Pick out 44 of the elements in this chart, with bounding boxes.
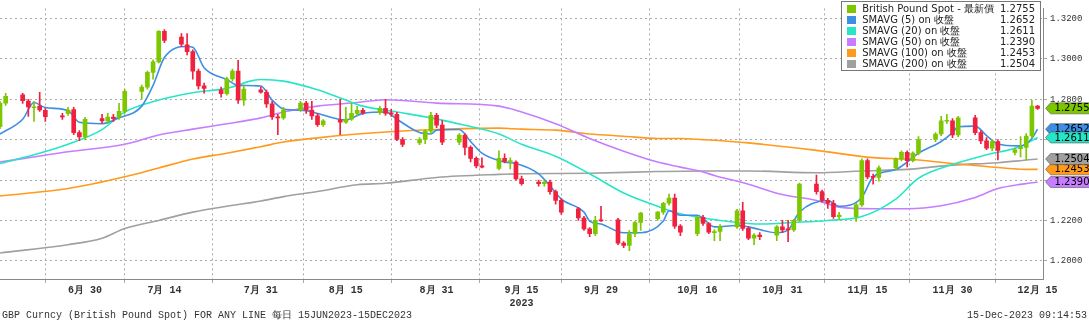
annotation: 1.2504 (1000, 58, 1035, 69)
x-tick-label: 10月 31 (762, 284, 803, 296)
y-tick-label: 1.3200 (1050, 13, 1083, 24)
x-tick-label: 7月 14 (147, 284, 182, 296)
x-tick-label: 8月 31 (419, 284, 454, 296)
annotation: 1.2611 (1000, 25, 1035, 36)
candlestick (337, 98, 343, 135)
legend-label: SMAVG (20) on 收盤 (862, 25, 962, 36)
line-series (0, 98, 1039, 210)
legend-label: SMAVG (5) on 收盤 (862, 14, 955, 25)
candlestick (757, 232, 763, 240)
annotation: 1.2453 (1000, 47, 1035, 58)
y-tick-label: 1.3000 (1050, 54, 1083, 65)
legend-label: SMAVG (200) on 收盤 (862, 58, 968, 69)
x-tick-label: 10月 16 (677, 284, 718, 296)
y-tick-label: 1.2200 (1050, 215, 1083, 226)
line-series (0, 45, 1039, 234)
x-tick-label: 9月 15 (504, 284, 539, 296)
x-tick-label: 11月 15 (847, 284, 888, 296)
y-tick-label: 1.2000 (1050, 256, 1083, 267)
x-tick-label: 6月 30 (68, 284, 103, 296)
x-tick-label: 11月 30 (932, 284, 973, 296)
candlestick (37, 91, 43, 112)
x-tick-label: 8月 15 (328, 284, 363, 296)
legend-label: SMAVG (50) on 收盤 (862, 36, 961, 47)
line-series (0, 78, 1039, 225)
x-tick-label: 7月 31 (243, 284, 278, 296)
annotation: 1.2755 (1000, 3, 1035, 14)
candlestick (507, 157, 513, 170)
text: 15-Dec-2023 09:14:53 (966, 310, 1087, 322)
x-tick-label: 9月 29 (583, 284, 618, 296)
line-series (0, 127, 1039, 197)
text: 1.2390 (1054, 176, 1089, 188)
annotation: 1.2390 (1000, 36, 1035, 47)
x-axis-title: 2023 (509, 297, 534, 309)
candlestick (31, 100, 37, 122)
x-tick-label: 12月 15 (1017, 284, 1058, 296)
text: GBP Curncy (British Pound Spot) FOR ANY LINE 每日 15JUN2023-15DEC2023 (2, 310, 413, 322)
legend-label: British Pound Spot - 最新價 (862, 3, 994, 14)
text: 1.2453 (1054, 163, 1089, 175)
text: 1.2755 (1054, 102, 1089, 114)
text: 1.2504 (1054, 153, 1089, 165)
annotation: 1.2652 (1000, 14, 1035, 25)
legend-label: SMAVG (100) on 收盤 (862, 47, 968, 58)
